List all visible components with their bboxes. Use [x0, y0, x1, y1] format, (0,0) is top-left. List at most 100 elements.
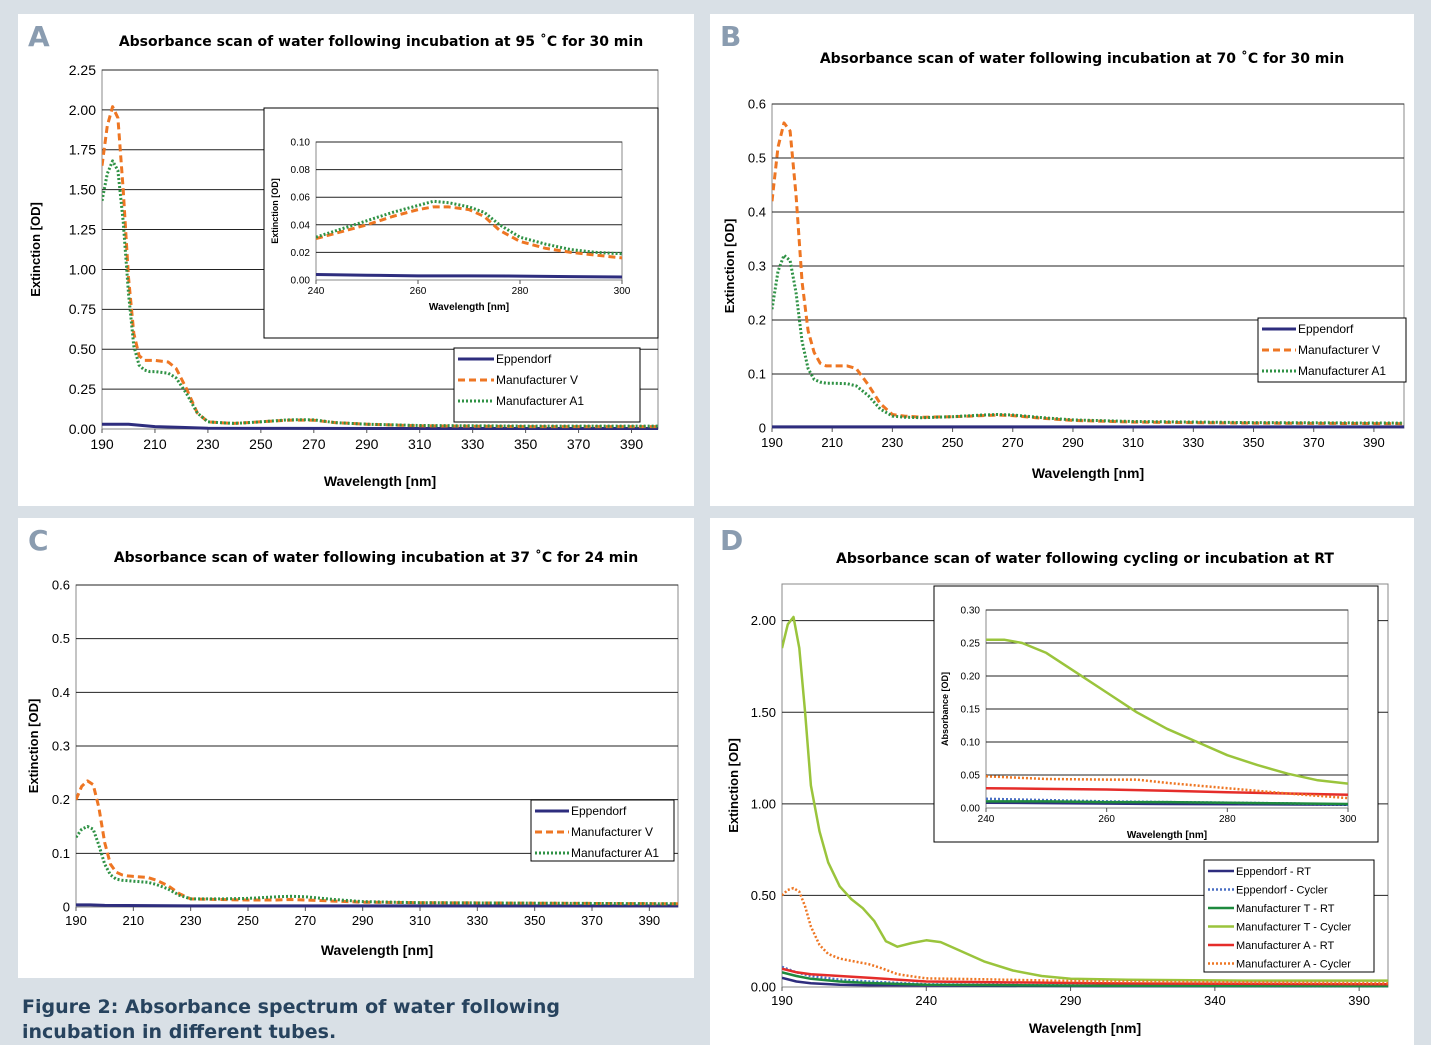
inset-series-group [986, 638, 1348, 806]
x-tick-label: 230 [196, 436, 220, 452]
series-line [782, 615, 1388, 982]
chart-c-svg: Absorbance scan of water following incub… [26, 549, 679, 958]
x-tick-label: 300 [1340, 814, 1357, 825]
legend: Eppendorf Manufacturer V Manufacturer A1 [1257, 317, 1407, 383]
y-tick-label: 1.00 [69, 261, 96, 277]
x-tick-label: 210 [821, 435, 843, 450]
chart-title: Absorbance scan of water following incub… [820, 50, 1344, 67]
legend: Eppendorf - RT Eppendorf - Cycler Manufact… [1203, 859, 1375, 973]
y-axis-label: Extinction [OD] [28, 202, 43, 297]
y-tick-label: 0.1 [748, 367, 766, 382]
y-tick-label: 0.4 [52, 685, 70, 700]
series-line [316, 205, 622, 260]
x-tick-label: 190 [65, 913, 87, 928]
y-tick-label: 2.25 [69, 62, 96, 78]
y-tick-label: 0.50 [751, 888, 776, 903]
x-tick-label: 390 [1348, 993, 1370, 1008]
x-tick-label: 290 [1062, 435, 1084, 450]
x-tick-label: 390 [620, 436, 644, 452]
y-tick-label: 0.5 [52, 631, 70, 646]
legend-label: Manufacturer T - Cycler [1236, 921, 1351, 933]
x-tick-label: 240 [915, 993, 937, 1008]
x-tick-label: 260 [1098, 814, 1115, 825]
series-line [986, 775, 1348, 800]
x-tick-label: 210 [122, 913, 144, 928]
legend-label: Eppendorf - RT [1236, 866, 1311, 878]
x-tick-label: 240 [308, 286, 325, 297]
x-tick-label: 310 [408, 436, 432, 452]
legend-label: Eppendorf [571, 804, 627, 818]
series-line [782, 967, 1388, 986]
legend-label: Manufacturer A1 [571, 846, 659, 860]
x-tick-label: 370 [1303, 435, 1325, 450]
y-tick-label: 0.00 [69, 421, 96, 437]
series-line [102, 422, 658, 430]
y-tick-label: 1.00 [751, 796, 776, 811]
y-tick-label: 1.75 [69, 142, 96, 158]
inset-series-group [316, 199, 622, 279]
figure-caption: Figure 2: Absorbance spectrum of water f… [22, 995, 622, 1045]
x-tick-label: 280 [1219, 814, 1236, 825]
y-tick-label: 0.50 [69, 341, 96, 357]
x-axis-label: Wavelength [nm] [1032, 465, 1144, 481]
y-tick-label: 0.15 [961, 705, 981, 716]
y-tick-label: 2.00 [69, 102, 96, 118]
chart-a-svg: Absorbance scan of water following incub… [28, 33, 659, 489]
y-tick-label: 0 [759, 421, 766, 436]
series-group [772, 121, 1404, 429]
series-line [772, 253, 1404, 425]
series-line [986, 638, 1348, 785]
y-tick-label: 0.6 [52, 578, 70, 593]
y-tick-label: 0.3 [748, 259, 766, 274]
legend-label: Manufacturer A - Cycler [1236, 958, 1351, 970]
panel-a: A Absorbance scan of water following inc… [18, 14, 694, 506]
x-tick-label: 350 [1243, 435, 1265, 450]
x-tick-label: 270 [1002, 435, 1024, 450]
panel-label: C [28, 524, 49, 557]
inset-chart: 0.00 0.02 0.04 0.06 0.08 0.10 240 260 280 300 Wave… [263, 107, 659, 339]
y-tick-label: 0.3 [52, 739, 70, 754]
x-tick-label: 190 [761, 435, 783, 450]
x-axis-label: Wavelength [nm] [1029, 1020, 1141, 1036]
x-tick-label: 310 [409, 913, 431, 928]
panel-c: C Absorbance scan of water following inc… [18, 518, 694, 978]
x-tick-label: 290 [352, 913, 374, 928]
series-line [76, 903, 678, 908]
x-tick-label: 250 [237, 913, 259, 928]
y-tick-label: 0.6 [748, 97, 766, 112]
y-tick-label: 0.08 [291, 165, 311, 176]
x-tick-label: 330 [466, 913, 488, 928]
legend-label: Manufacturer A1 [1298, 364, 1386, 378]
x-tick-label: 230 [882, 435, 904, 450]
y-tick-label: 0.04 [291, 220, 311, 231]
y-tick-label: 0.75 [69, 301, 96, 317]
x-tick-label: 270 [302, 436, 326, 452]
legend-label: Eppendorf [496, 352, 552, 366]
y-tick-label: 1.50 [751, 705, 776, 720]
y-tick-label: 0.00 [961, 804, 981, 815]
x-tick-label: 210 [143, 436, 167, 452]
x-tick-label: 340 [1204, 993, 1226, 1008]
x-tick-label: 290 [355, 436, 379, 452]
y-tick-label: 0.5 [748, 151, 766, 166]
legend-label: Manufacturer V [496, 373, 578, 387]
x-tick-label: 300 [614, 286, 631, 297]
x-tick-label: 190 [90, 436, 114, 452]
y-tick-label: 0.06 [291, 193, 311, 204]
series-group [102, 105, 658, 430]
y-axis-label: Extinction [OD] [722, 219, 737, 314]
series-line [76, 779, 678, 906]
x-tick-label: 240 [978, 814, 995, 825]
legend-label: Manufacturer V [571, 825, 653, 839]
x-tick-label: 270 [294, 913, 316, 928]
y-tick-label: 2.00 [751, 613, 776, 628]
x-tick-label: 330 [461, 436, 485, 452]
series-line [102, 159, 658, 428]
y-tick-label: 0.2 [748, 313, 766, 328]
chart-title: Absorbance scan of water following cycli… [836, 551, 1334, 567]
caption-line-1: Figure 2: Absorbance spectrum of water f… [22, 996, 560, 1018]
y-tick-label: 1.25 [69, 221, 96, 237]
series-group [782, 615, 1388, 988]
x-tick-label: 350 [514, 436, 538, 452]
x-axis-label: Wavelength [nm] [324, 473, 436, 489]
